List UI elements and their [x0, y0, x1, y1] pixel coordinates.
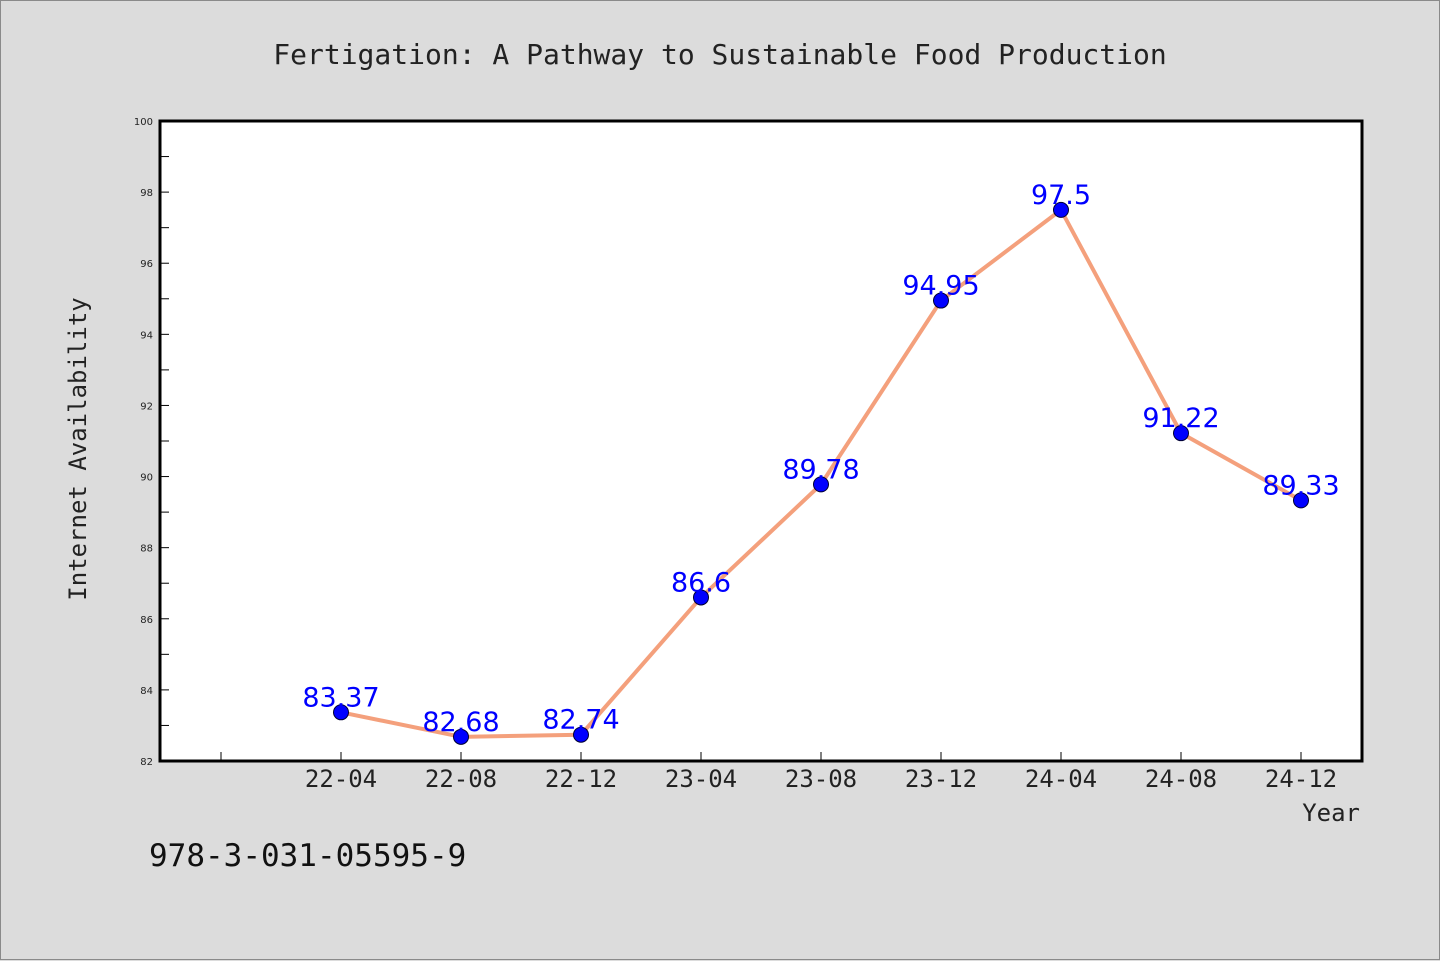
data-point	[1293, 492, 1309, 509]
x-axis-label: Year	[1302, 799, 1360, 827]
y-tick-label: 82	[140, 757, 153, 768]
data-point	[453, 728, 469, 745]
data-label: 83.37	[302, 682, 379, 713]
x-tick-label: 24-08	[1145, 765, 1217, 793]
x-tick-label: 23-08	[785, 765, 857, 793]
data-point	[573, 726, 589, 743]
y-tick-label: 100	[134, 117, 153, 128]
data-label: 89.33	[1262, 470, 1339, 501]
y-tick-label: 92	[140, 401, 153, 412]
data-point	[333, 704, 349, 721]
data-point	[693, 589, 709, 606]
x-tick-label: 24-04	[1025, 765, 1097, 793]
data-label: 82.68	[422, 707, 499, 738]
data-label: 97.5	[1031, 180, 1091, 211]
y-tick-label: 90	[140, 473, 153, 484]
data-labels: 83.37 82.68 82.74 86.6 89.78 94.95 97.5 91.22 89…	[302, 180, 1339, 738]
y-axis: 82 84 86 88 90 92 94 96 98 100	[134, 117, 169, 768]
y-axis-label: Internet Availability	[64, 297, 92, 600]
x-tick-label: 22-08	[425, 765, 497, 793]
y-tick-label: 84	[140, 686, 153, 697]
x-axis: 22-04 22-08 22-12 23-04 23-08 23-12 24-04 24-08…	[220, 752, 1337, 793]
data-label: 89.78	[782, 454, 859, 485]
data-point	[813, 476, 829, 493]
data-point	[1173, 425, 1189, 442]
data-point	[933, 292, 949, 309]
y-tick-label: 96	[140, 259, 153, 270]
x-tick-label: 24-12	[1265, 765, 1337, 793]
data-label: 82.74	[542, 705, 619, 736]
plot-area	[158, 119, 1364, 763]
x-tick-label: 23-12	[905, 765, 977, 793]
chart-title: Fertigation: A Pathway to Sustainable Fo…	[273, 38, 1166, 71]
y-tick-label: 98	[140, 188, 153, 199]
data-point	[1053, 201, 1069, 218]
y-tick-label: 88	[140, 544, 153, 555]
isbn-text: 978-3-031-05595-9	[149, 838, 466, 874]
data-markers	[333, 201, 1309, 745]
data-label: 91.22	[1142, 403, 1219, 434]
y-tick-label: 94	[140, 330, 153, 341]
x-tick-label: 22-04	[305, 765, 377, 793]
data-label: 86.6	[671, 567, 731, 598]
x-tick-label: 23-04	[665, 765, 737, 793]
y-tick-label: 86	[140, 615, 153, 626]
data-label: 94.95	[902, 271, 979, 302]
x-tick-label: 22-12	[545, 765, 617, 793]
